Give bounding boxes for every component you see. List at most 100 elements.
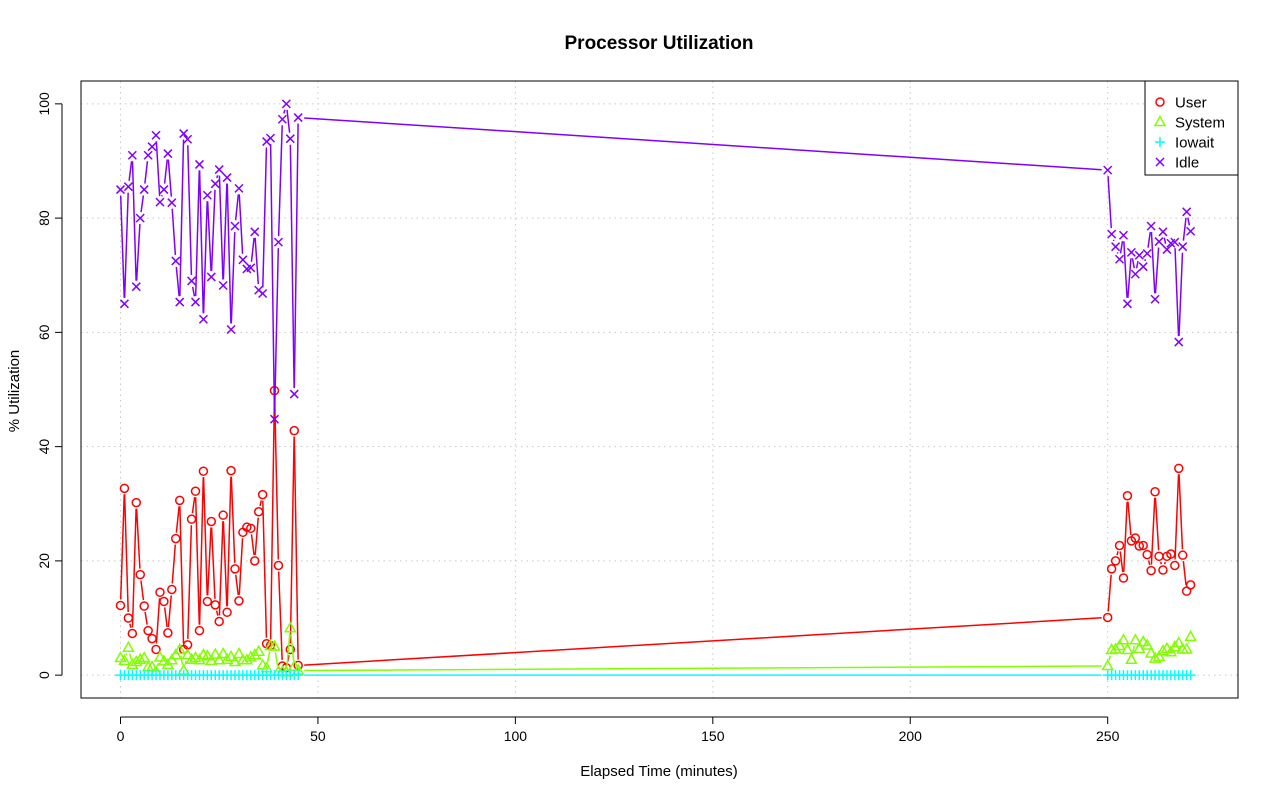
user-point	[159, 596, 169, 607]
y-tick-label: 20	[36, 553, 52, 569]
idle-line-segment	[1127, 258, 1132, 298]
system-point	[244, 650, 258, 662]
user-line-segment	[1123, 501, 1128, 573]
idle-point	[1111, 242, 1121, 252]
user-point	[135, 569, 145, 580]
system-line-segment	[1131, 646, 1135, 654]
system-line-segment	[304, 665, 1102, 672]
user-line-segment	[222, 521, 228, 607]
system-point	[208, 647, 222, 659]
idle-line-segment	[175, 266, 180, 297]
idle-point	[147, 142, 157, 152]
x-tick-label: 100	[504, 728, 528, 744]
idle-line-segment	[1174, 248, 1180, 337]
user-point	[246, 523, 256, 534]
y-axis-label: % Utilization	[6, 350, 23, 433]
user-point	[1185, 580, 1196, 590]
legend-label-user: User	[1175, 95, 1207, 112]
idle-line-segment	[1119, 241, 1124, 254]
idle-point	[1178, 242, 1188, 252]
user-line-segment	[262, 500, 268, 638]
idle-line-segment	[198, 170, 205, 314]
idle-point	[1126, 247, 1136, 257]
legend-marker-user	[1155, 97, 1165, 107]
idle-line-segment	[226, 183, 232, 324]
x-tick-label: 200	[899, 728, 923, 744]
user-point	[123, 613, 134, 623]
user-point	[194, 625, 205, 636]
user-line-segment	[202, 477, 208, 596]
data-series	[114, 99, 1197, 681]
user-point	[1174, 463, 1184, 474]
idle-point	[1134, 250, 1144, 260]
system-point	[1101, 658, 1114, 671]
idle-point	[258, 288, 268, 299]
idle-point	[273, 237, 283, 247]
user-line-segment	[1154, 497, 1160, 551]
x-tick-label: 150	[701, 728, 725, 744]
idle-point	[1170, 237, 1180, 247]
user-point	[163, 628, 173, 638]
user-line-segment	[1182, 561, 1187, 586]
system-point	[224, 649, 238, 662]
user-point	[147, 633, 157, 644]
system-point	[232, 646, 246, 659]
system-point	[1121, 642, 1134, 655]
idle-point	[198, 314, 208, 324]
system-point	[1152, 649, 1166, 662]
idle-line-segment	[206, 201, 212, 271]
user-point	[198, 466, 209, 476]
y-tick-label: 80	[36, 210, 52, 226]
y-tick-label: 0	[36, 671, 52, 679]
idle-point	[131, 282, 141, 292]
user-line-segment	[210, 527, 216, 599]
idle-point	[115, 185, 126, 195]
chart-title: Processor Utilization	[565, 33, 754, 54]
idle-point	[175, 297, 185, 307]
user-line-segment	[254, 517, 259, 555]
system-point	[1117, 633, 1130, 645]
idle-line-segment	[119, 195, 125, 298]
idle-point	[163, 149, 173, 159]
system-point	[1125, 652, 1138, 664]
x-tick-label: 0	[117, 728, 125, 744]
user-point	[242, 522, 252, 532]
user-line-segment	[259, 500, 263, 507]
idle-point	[1150, 294, 1160, 304]
user-point	[1158, 565, 1168, 575]
idle-line-segment	[1187, 217, 1191, 226]
user-line-segment	[167, 595, 173, 627]
idle-point	[1174, 337, 1184, 347]
idle-line-segment	[191, 286, 196, 297]
idle-line-segment	[1163, 237, 1167, 244]
idle-line-segment	[286, 109, 291, 133]
y-tick-label: 40	[36, 439, 52, 455]
idle-line-segment	[1150, 232, 1156, 294]
legend-marker-iowait	[1155, 137, 1165, 147]
system-point	[216, 646, 230, 659]
user-line-segment	[1178, 474, 1184, 550]
idle-line-segment	[1135, 260, 1139, 269]
user-line-segment	[273, 396, 280, 560]
user-line-segment	[163, 607, 168, 628]
user-line-segment	[1174, 474, 1180, 560]
user-line-segment	[194, 497, 201, 625]
idle-line-segment	[210, 189, 216, 271]
user-point	[190, 486, 201, 496]
idle-point	[1162, 245, 1172, 255]
idle-line-segment	[1154, 247, 1160, 294]
user-point	[1177, 550, 1188, 560]
idle-point	[119, 299, 129, 309]
y-tick-label: 60	[36, 324, 52, 340]
user-point	[289, 425, 299, 436]
system-line-segment	[274, 652, 279, 666]
idle-line-segment	[167, 159, 173, 197]
user-line-segment	[1116, 551, 1119, 556]
idle-line-segment	[187, 145, 193, 275]
user-line-segment	[289, 436, 295, 644]
idle-point	[1122, 299, 1132, 309]
idle-point	[226, 324, 236, 335]
system-line-segment	[1108, 655, 1111, 661]
idle-point	[230, 221, 240, 231]
